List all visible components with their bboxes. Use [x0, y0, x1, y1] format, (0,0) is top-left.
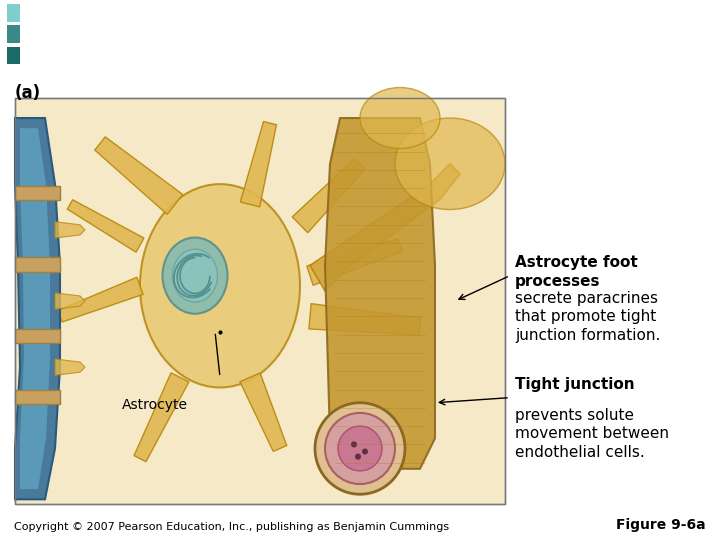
Circle shape [351, 441, 357, 448]
Text: secrete paracrines
that promote tight
junction formation.: secrete paracrines that promote tight ju… [515, 291, 660, 343]
Circle shape [362, 449, 368, 455]
Text: Figure 9-6a: Figure 9-6a [616, 518, 706, 532]
Bar [7, 46, 20, 64]
Text: Tight junction: Tight junction [515, 377, 634, 393]
Polygon shape [68, 200, 144, 252]
Bar [15, 328, 60, 343]
Polygon shape [310, 164, 460, 291]
Ellipse shape [163, 238, 228, 314]
Text: Astrocyte: Astrocyte [122, 397, 188, 411]
Text: (a): (a) [15, 84, 41, 103]
Bar [15, 389, 60, 404]
Bar [7, 25, 20, 43]
Polygon shape [55, 293, 85, 309]
Polygon shape [309, 303, 420, 335]
Polygon shape [134, 373, 189, 462]
Polygon shape [55, 359, 85, 375]
Text: prevents solute
movement between
endothelial cells.: prevents solute movement between endothe… [515, 408, 669, 460]
Polygon shape [95, 137, 183, 214]
Text: Copyright © 2007 Pearson Education, Inc., publishing as Benjamin Cummings: Copyright © 2007 Pearson Education, Inc.… [14, 522, 449, 532]
Ellipse shape [173, 249, 217, 302]
Polygon shape [325, 118, 435, 469]
Ellipse shape [140, 184, 300, 388]
Ellipse shape [395, 118, 505, 210]
Polygon shape [292, 159, 365, 233]
Polygon shape [240, 373, 287, 451]
Polygon shape [307, 239, 402, 285]
Polygon shape [20, 128, 50, 489]
Bar [15, 186, 60, 200]
Bar [15, 258, 60, 272]
Circle shape [338, 426, 382, 471]
Polygon shape [15, 118, 60, 500]
Bar [7, 4, 20, 22]
Text: Astrocyte foot
processes: Astrocyte foot processes [515, 255, 638, 289]
Polygon shape [240, 122, 276, 207]
Bar [15, 98, 505, 504]
Circle shape [315, 403, 405, 494]
Polygon shape [55, 222, 85, 238]
Polygon shape [58, 277, 143, 322]
Ellipse shape [360, 87, 440, 148]
Text: Anatomy: Blood-Brain Barrier: Anatomy: Blood-Brain Barrier [40, 19, 484, 49]
Polygon shape [15, 98, 505, 504]
Circle shape [325, 413, 395, 484]
Circle shape [355, 454, 361, 460]
